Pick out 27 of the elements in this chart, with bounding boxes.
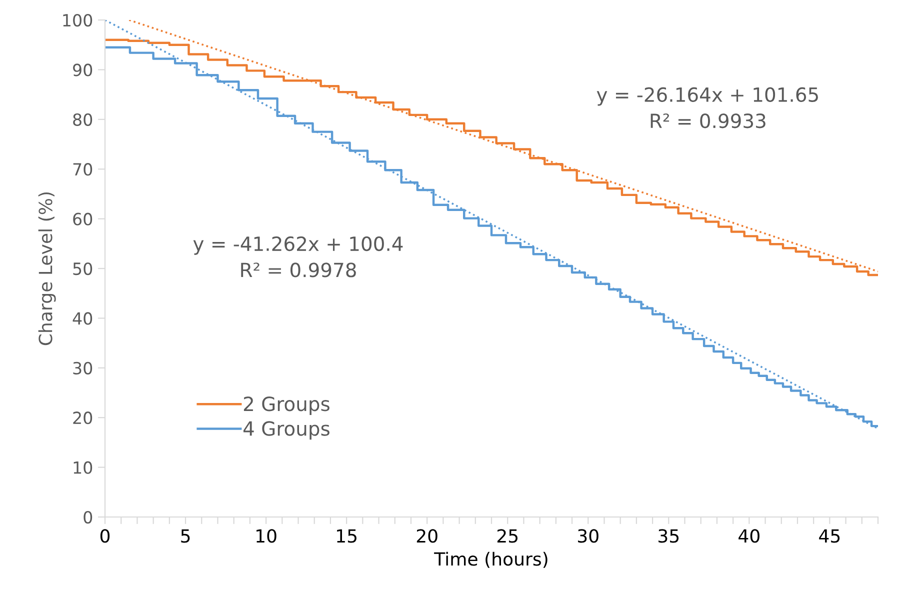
y-tick-label: 20 — [73, 412, 92, 424]
y-tick-label: 0 — [84, 510, 92, 524]
annotation: y = -26.164x + 101.65 R² = 0.9933 — [596, 87, 818, 128]
y-tick-label: 70 — [73, 163, 92, 176]
legend-label: 4 Groups — [243, 421, 330, 440]
y-tick-label: 30 — [73, 362, 92, 374]
y-axis-title: Charge Level (%) — [38, 192, 56, 346]
y-tick-label: 100 — [63, 14, 92, 27]
y-tick-label: 60 — [73, 212, 92, 226]
legend-label: 2 Groups — [244, 396, 330, 415]
annotation: y = -41.262x + 100.4 R² = 0.9978 — [193, 236, 403, 278]
y-tick-label: 10 — [74, 461, 92, 474]
x-tick-label: 40 — [738, 529, 760, 543]
x-tick-label: 30 — [578, 529, 598, 543]
x-tick-label: 25 — [497, 529, 518, 543]
y-tick-label: 40 — [72, 312, 92, 325]
x-tick-label: 45 — [819, 529, 840, 543]
y-tick-label: 80 — [73, 113, 92, 126]
x-tick-label: 15 — [337, 529, 356, 543]
y-tick-label: 50 — [73, 262, 92, 276]
x-tick-label: 20 — [416, 529, 438, 543]
x-tick-label: 10 — [256, 529, 276, 543]
x-tick-label: 35 — [658, 529, 679, 543]
x-tick-label: 0 — [100, 529, 110, 543]
x-axis-title: Time (hours) — [434, 552, 548, 568]
y-tick-label: 90 — [73, 64, 92, 76]
x-tick-label: 5 — [181, 529, 190, 543]
